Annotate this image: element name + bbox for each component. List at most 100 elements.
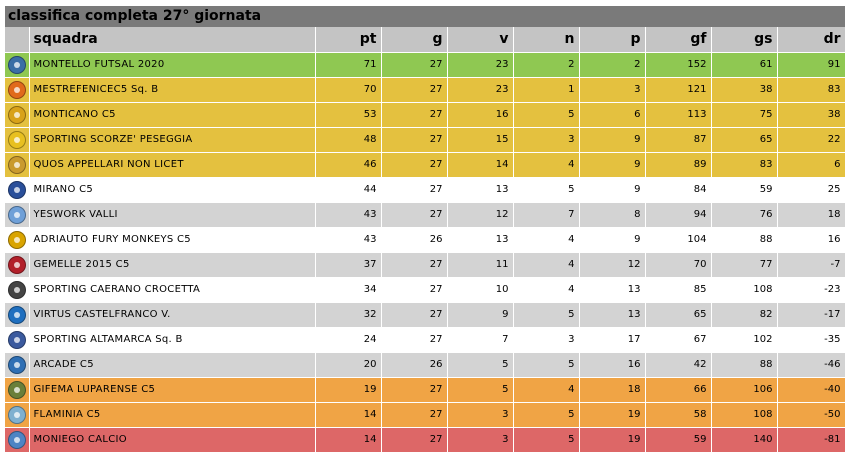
cell-n: 4	[513, 251, 580, 277]
cell-pt: 32	[315, 301, 382, 327]
cell-gf: 65	[645, 301, 712, 327]
cell-n: 3	[513, 326, 580, 352]
team-name[interactable]: QUOS APPELLARI NON LICET	[29, 151, 316, 177]
team-logo-cell	[5, 426, 30, 452]
team-logo-cell	[5, 276, 30, 302]
team-name[interactable]: MONIEGO CALCIO	[29, 426, 316, 452]
team-logo-cell	[5, 51, 30, 77]
arcade-logo-icon	[7, 355, 26, 374]
cell-n: 3	[513, 126, 580, 152]
cell-v: 11	[447, 251, 514, 277]
team-name[interactable]: SPORTING SCORZE' PESEGGIA	[29, 126, 316, 152]
table-row[interactable]: MONIEGO CALCIO 14 27 3 5 19 59 140 -81	[5, 426, 846, 452]
cell-v: 23	[447, 51, 514, 77]
cell-pt: 14	[315, 426, 382, 452]
team-name[interactable]: FLAMINIA C5	[29, 401, 316, 427]
cell-dr: -17	[777, 301, 846, 327]
cell-gf: 66	[645, 376, 712, 402]
team-name[interactable]: MIRANO C5	[29, 176, 316, 202]
cell-n: 5	[513, 351, 580, 377]
table-row[interactable]: QUOS APPELLARI NON LICET 46 27 14 4 9 89 83 6	[5, 151, 846, 177]
table-row[interactable]: SPORTING ALTAMARCA Sq. B 24 27 7 3 17 67 102 -35	[5, 326, 846, 352]
cell-pt: 70	[315, 76, 382, 102]
team-logo-cell	[5, 401, 30, 427]
table-row[interactable]: FLAMINIA C5 14 27 3 5 19 58 108 -50	[5, 401, 846, 427]
standings-body: MONTELLO FUTSAL 2020 71 27 23 2 2 152 61 91 MESTR…	[5, 51, 846, 452]
standings-table: squadra pt g v n p gf gs dr MONTELLO FUT…	[5, 27, 846, 452]
team-name[interactable]: SPORTING CAERANO CROCETTA	[29, 276, 316, 302]
table-row[interactable]: VIRTUS CASTELFRANCO V. 32 27 9 5 13 65 82 -17	[5, 301, 846, 327]
cell-v: 16	[447, 101, 514, 127]
cell-pt: 24	[315, 326, 382, 352]
cell-g: 27	[381, 51, 448, 77]
cell-n: 5	[513, 401, 580, 427]
cell-n: 4	[513, 226, 580, 252]
table-row[interactable]: SPORTING CAERANO CROCETTA 34 27 10 4 13 85 108-…	[5, 276, 846, 302]
cell-pt: 71	[315, 51, 382, 77]
cell-p: 19	[579, 401, 646, 427]
cell-gs: 140	[711, 426, 778, 452]
cell-p: 18	[579, 376, 646, 402]
fury-monkeys-logo-icon	[7, 230, 26, 249]
team-name[interactable]: GIFEMA LUPARENSE C5	[29, 376, 316, 402]
cell-g: 27	[381, 276, 448, 302]
table-row[interactable]: SPORTING SCORZE' PESEGGIA 48 27 15 3 9 87 65 22	[5, 126, 846, 152]
cell-gf: 87	[645, 126, 712, 152]
header-squadra: squadra	[29, 27, 316, 52]
cell-dr: 38	[777, 101, 846, 127]
table-row[interactable]: GIFEMA LUPARENSE C5 19 27 5 4 18 66 106 -40	[5, 376, 846, 402]
cell-v: 3	[447, 401, 514, 427]
cell-gs: 38	[711, 76, 778, 102]
team-logo-cell	[5, 76, 30, 102]
cell-g: 27	[381, 251, 448, 277]
table-row[interactable]: ADRIAUTO FURY MONKEYS C5 43 26 13 4 9 104 88 16	[5, 226, 846, 252]
table-row[interactable]: GEMELLE 2015 C5 37 27 11 4 12 70 77 -7	[5, 251, 846, 277]
table-row[interactable]: YESWORK VALLI 43 27 12 7 8 94 76 18	[5, 201, 846, 227]
table-row[interactable]: MONTICANO C5 53 27 16 5 6 113 75 38	[5, 101, 846, 127]
cell-gs: 82	[711, 301, 778, 327]
cell-dr: 83	[777, 76, 846, 102]
cell-p: 8	[579, 201, 646, 227]
cell-g: 27	[381, 301, 448, 327]
cell-v: 13	[447, 226, 514, 252]
cell-v: 12	[447, 201, 514, 227]
cell-pt: 43	[315, 226, 382, 252]
team-name[interactable]: VIRTUS CASTELFRANCO V.	[29, 301, 316, 327]
cell-gf: 84	[645, 176, 712, 202]
team-name[interactable]: ADRIAUTO FURY MONKEYS C5	[29, 226, 316, 252]
cell-gs: 88	[711, 351, 778, 377]
cell-dr: 18	[777, 201, 846, 227]
cell-gs: 75	[711, 101, 778, 127]
team-name[interactable]: YESWORK VALLI	[29, 201, 316, 227]
team-name[interactable]: SPORTING ALTAMARCA Sq. B	[29, 326, 316, 352]
header-v: v	[447, 27, 514, 52]
cell-g: 26	[381, 226, 448, 252]
table-row[interactable]: MONTELLO FUTSAL 2020 71 27 23 2 2 152 61 91	[5, 51, 846, 77]
cell-gs: 76	[711, 201, 778, 227]
table-row[interactable]: MIRANO C5 44 27 13 5 9 84 59 25	[5, 176, 846, 202]
cell-gf: 67	[645, 326, 712, 352]
cell-n: 7	[513, 201, 580, 227]
cell-n: 4	[513, 376, 580, 402]
cell-pt: 46	[315, 151, 382, 177]
cell-v: 15	[447, 126, 514, 152]
sporting-altamarca-logo-icon	[7, 330, 26, 349]
cell-gf: 104	[645, 226, 712, 252]
cell-pt: 53	[315, 101, 382, 127]
cell-gs: 83	[711, 151, 778, 177]
cell-dr: -50	[777, 401, 846, 427]
team-name[interactable]: MESTREFENICEC5 Sq. B	[29, 76, 316, 102]
table-row[interactable]: MESTREFENICEC5 Sq. B 70 27 23 1 3 121 38 83	[5, 76, 846, 102]
team-name[interactable]: ARCADE C5	[29, 351, 316, 377]
cell-dr: -46	[777, 351, 846, 377]
team-name[interactable]: MONTELLO FUTSAL 2020	[29, 51, 316, 77]
cell-v: 9	[447, 301, 514, 327]
cell-gs: 61	[711, 51, 778, 77]
team-name[interactable]: GEMELLE 2015 C5	[29, 251, 316, 277]
table-row[interactable]: ARCADE C5 20 26 5 5 16 42 88 -46	[5, 351, 846, 377]
table-header-row: squadra pt g v n p gf gs dr	[5, 27, 846, 52]
sporting-scorze-logo-icon	[7, 130, 26, 149]
team-name[interactable]: MONTICANO C5	[29, 101, 316, 127]
cell-gs: 88	[711, 226, 778, 252]
team-logo-cell	[5, 126, 30, 152]
